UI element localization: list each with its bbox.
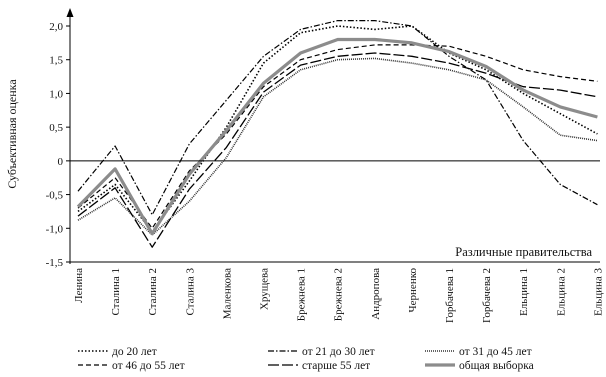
legend-label: старше 55 лет <box>302 360 370 372</box>
category-label: Горбачева 2 <box>481 268 493 323</box>
series-line-2 <box>77 20 598 216</box>
category-label: Черненко <box>407 268 419 313</box>
legend-label: от 46 до 55 лет <box>112 360 185 372</box>
y-tick-label: 0,5 <box>49 122 63 134</box>
category-labels: Ленина Сталина 1 Сталина 2 Сталина 3 Маленко… <box>73 268 604 324</box>
y-tick-label: 2,0 <box>49 21 63 33</box>
series-line-1 <box>77 25 598 233</box>
x-axis-label: Различные правительства <box>455 245 592 259</box>
category-label: Сталина 2 <box>147 268 159 316</box>
y-axis-label: Субъективная оценка <box>5 79 19 189</box>
legend: до 20 лет от 21 до 30 лет от 31 до 45 лет о… <box>78 346 534 372</box>
y-tick-label: -1,5 <box>46 257 64 269</box>
category-label: Ельцина 3 <box>592 268 604 317</box>
legend-label: от 21 до 30 лет <box>302 346 375 358</box>
y-tick-label: 1,5 <box>49 55 63 67</box>
category-label: Сталина 3 <box>184 268 196 316</box>
series-lines <box>76 20 598 248</box>
category-label: Ленина <box>73 268 85 303</box>
y-tick-label: -1,0 <box>46 223 64 235</box>
series-line-4 <box>77 44 598 229</box>
y-tick-label: 0 <box>58 156 64 168</box>
category-label: Маленкова <box>221 268 233 319</box>
y-tick-label: 1,0 <box>49 88 63 100</box>
y-axis-arrow <box>66 8 74 17</box>
category-label: Брежнева 2 <box>333 268 345 321</box>
y-axis-ticks: -1,5 -1,0 -0,5 0 0,5 1,0 1,5 2,0 <box>46 21 70 269</box>
category-label: Андропова <box>370 268 382 320</box>
legend-label: до 20 лет <box>112 346 157 358</box>
category-label: Сталина 1 <box>110 268 122 316</box>
series-line-5 <box>77 52 598 248</box>
series-line-3 <box>77 57 598 236</box>
legend-label: от 31 до 45 лет <box>459 346 532 358</box>
axes <box>66 8 600 264</box>
category-label: Горбачева 1 <box>444 268 456 323</box>
category-label: Хрущева <box>259 268 271 310</box>
series-line-6 <box>76 37 598 236</box>
category-label: Ельцина 1 <box>518 268 530 316</box>
category-label: Ельцина 2 <box>555 268 567 316</box>
legend-label: общая выборка <box>459 360 534 372</box>
category-label: Брежнева 1 <box>296 268 308 321</box>
y-tick-label: -0,5 <box>46 190 64 202</box>
